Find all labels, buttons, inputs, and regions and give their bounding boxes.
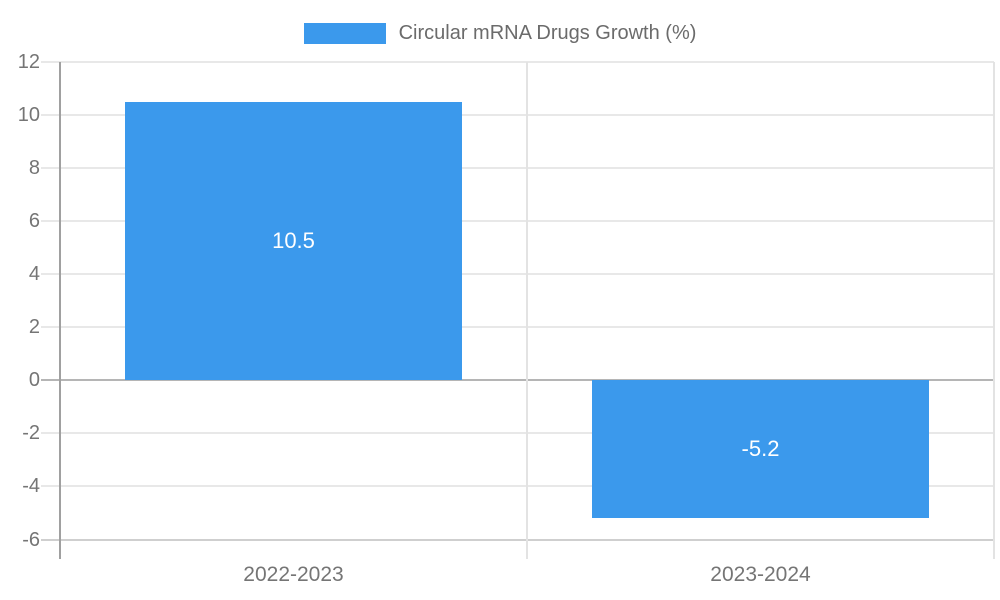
bar-2023-2024[interactable]: -5.2 <box>592 380 929 519</box>
y-tick-label: -4 <box>22 475 40 498</box>
category-separator-line <box>993 62 995 559</box>
y-tick-label: 10 <box>17 104 40 127</box>
zero-gridline <box>41 379 994 382</box>
y-tick-label: 0 <box>28 369 40 392</box>
x-tick-label: 2022-2023 <box>243 563 344 586</box>
category-separator-line <box>526 62 528 559</box>
legend-swatch-icon <box>303 23 386 44</box>
chart-legend[interactable]: Circular mRNA Drugs Growth (%) <box>0 23 1000 44</box>
y-gridline <box>41 220 994 223</box>
y-tick-label: -6 <box>22 528 40 551</box>
y-axis-line <box>59 62 61 559</box>
legend-label: Circular mRNA Drugs Growth (%) <box>398 22 697 44</box>
y-tick-label: 6 <box>28 210 40 233</box>
y-gridline <box>41 538 994 541</box>
x-tick-label: 2023-2024 <box>710 563 811 586</box>
bar-2022-2023[interactable]: 10.5 <box>125 101 462 381</box>
y-gridline <box>41 273 994 276</box>
y-tick-label: -2 <box>22 422 40 445</box>
y-gridline <box>41 485 994 488</box>
y-gridline <box>41 114 994 117</box>
y-tick-label: 4 <box>28 263 40 286</box>
y-gridline <box>41 432 994 435</box>
y-gridline <box>41 61 994 63</box>
bar-value-label: 10.5 <box>272 228 315 254</box>
y-tick-label: 8 <box>28 157 40 180</box>
y-gridline <box>41 167 994 170</box>
y-gridline <box>41 326 994 329</box>
y-tick-label: 12 <box>17 51 40 73</box>
bar-value-label: -5.2 <box>741 436 780 462</box>
y-tick-label: 2 <box>28 316 40 339</box>
